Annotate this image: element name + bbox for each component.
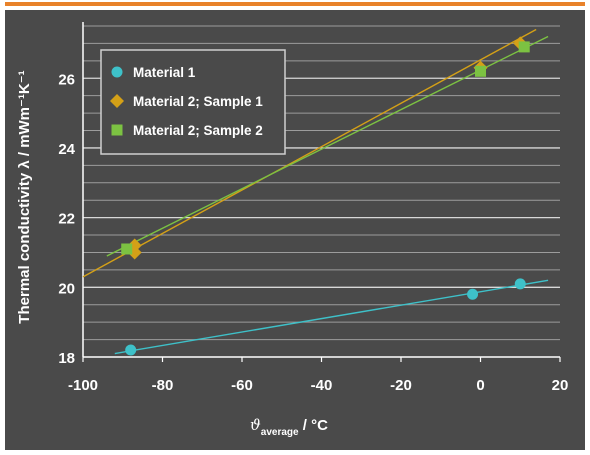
- y-tick-label: 24: [58, 141, 75, 158]
- x-tick-label: 0: [476, 377, 484, 394]
- y-axis-label: Thermal conductivity λ / mWm⁻¹K⁻¹: [16, 70, 33, 323]
- x-axis-subscript: average: [261, 427, 299, 438]
- axis-layer: [82, 22, 561, 362]
- data-point: [475, 65, 486, 77]
- data-point: [518, 41, 530, 53]
- legend-label: Material 2; Sample 1: [133, 94, 263, 109]
- x-tick-label: -20: [390, 377, 412, 394]
- y-tick-label: 20: [58, 280, 75, 297]
- x-tick-label: -80: [152, 377, 174, 394]
- x-tick-label: 20: [552, 377, 569, 394]
- y-tick-label: 26: [58, 71, 75, 88]
- chart-panel: -100 -80 -60 -40 -20 0 20 18 20 22 24 26 Material 1…: [5, 10, 585, 450]
- chart-svg: -100 -80 -60 -40 -20 0 20 18 20 22 24 26 Material 1…: [16, 22, 568, 438]
- accent-bar: [5, 2, 585, 6]
- legend-marker: [111, 124, 123, 136]
- x-axis-unit: / °C: [299, 417, 329, 434]
- data-point: [121, 243, 133, 255]
- legend-box: [100, 49, 286, 155]
- data-point: [125, 344, 137, 356]
- x-axis-symbol: ϑ: [250, 416, 261, 434]
- y-tick-label: 22: [58, 211, 75, 228]
- legend-marker: [110, 94, 124, 108]
- legend: Material 1 Material 2; Sample 1 Material 2…: [100, 49, 286, 155]
- data-point: [514, 278, 526, 290]
- fit-line: [106, 35, 549, 257]
- legend-marker: [111, 66, 123, 78]
- x-axis-label: ϑaverage / °C: [250, 416, 328, 438]
- tick-labels: -100 -80 -60 -40 -20 0 20 18 20 22 24 26: [58, 71, 568, 394]
- fit-line: [114, 279, 549, 355]
- axis-labels: Thermal conductivity λ / mWm⁻¹K⁻¹ ϑavera…: [16, 70, 328, 438]
- legend-label: Material 2; Sample 2: [133, 123, 263, 138]
- legend-label: Material 1: [133, 65, 196, 80]
- x-tick-label: -40: [311, 377, 333, 394]
- x-tick-label: -60: [231, 377, 253, 394]
- data-point: [467, 288, 479, 300]
- y-tick-label: 18: [58, 350, 75, 367]
- x-tick-label: -100: [68, 377, 98, 394]
- fit-line: [82, 28, 537, 278]
